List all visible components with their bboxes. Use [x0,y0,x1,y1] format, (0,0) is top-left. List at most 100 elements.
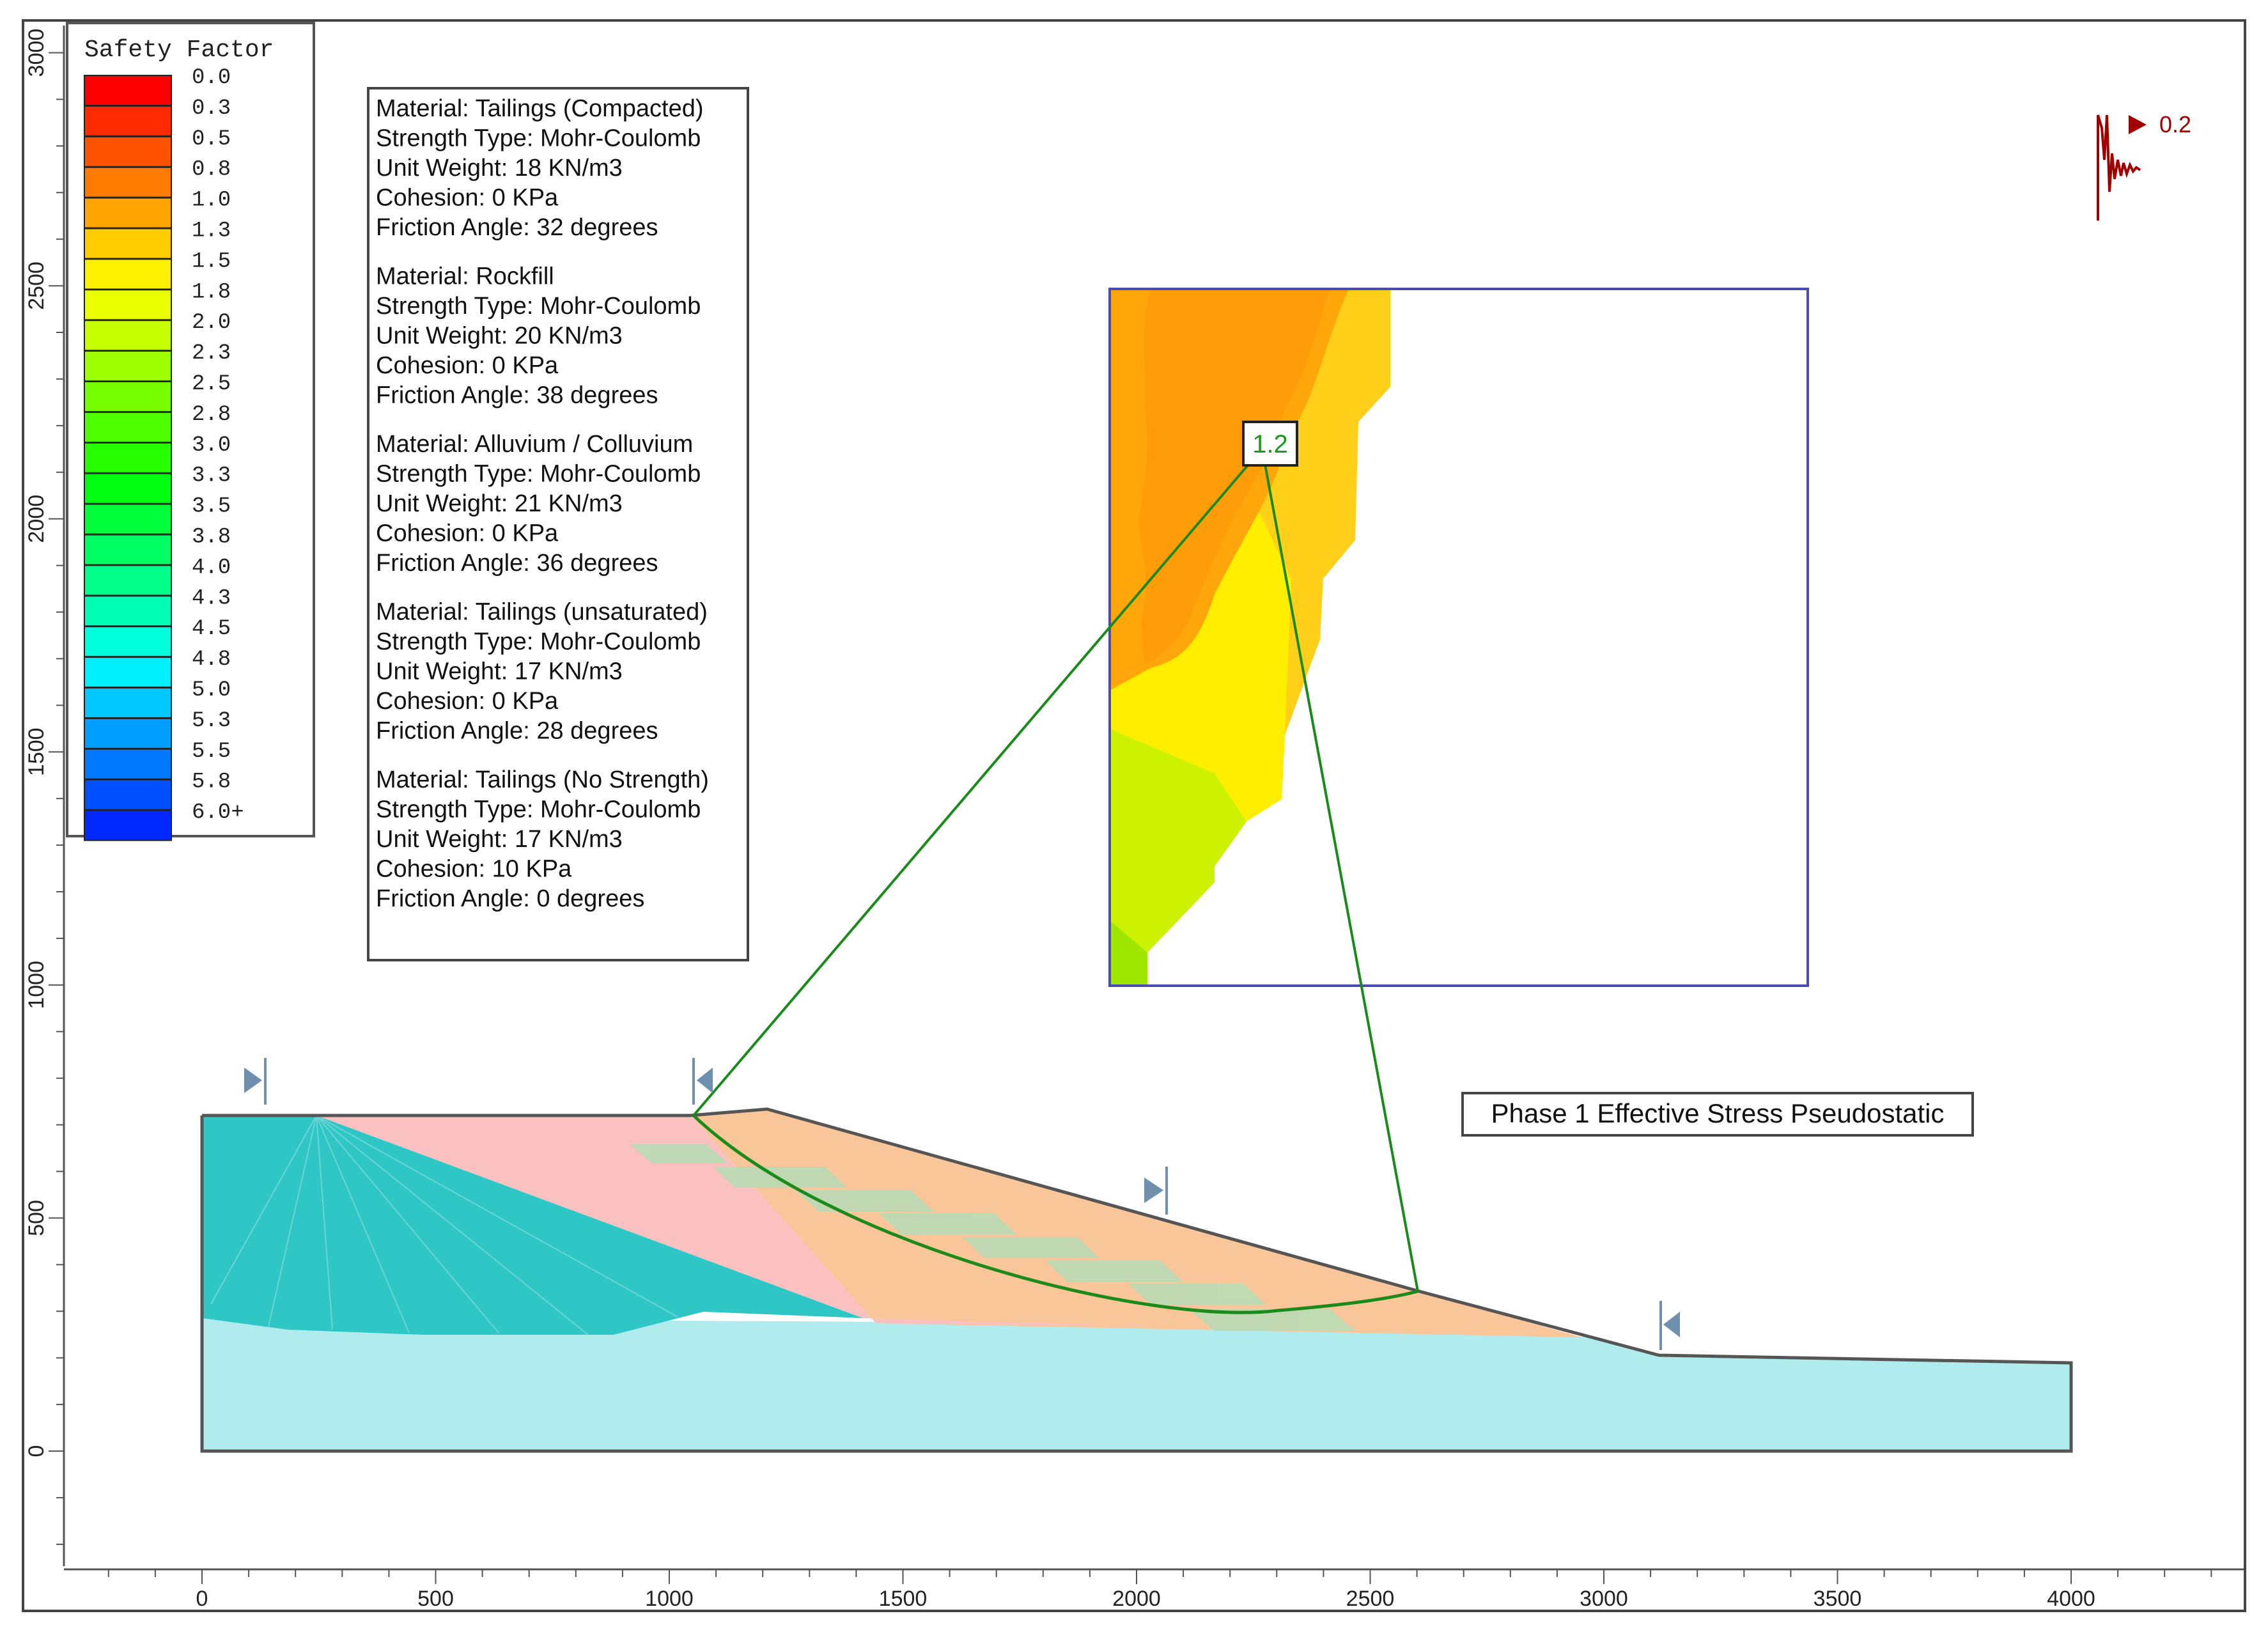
legend-label: 4.0 [192,556,231,580]
legend-swatch [84,258,172,290]
material-property-line: Unit Weight: 17 KN/m3 [376,826,623,853]
seismic-arrow-icon [2129,115,2147,134]
material-property-line: Cohesion: 10 KPa [376,856,572,883]
x-tick-label: 2000 [1112,1587,1161,1611]
zoom-inset-border [1108,288,1809,987]
slip-radius-right [1261,450,1419,1292]
y-tick-label: 500 [24,1200,49,1236]
contour-sf-2-0 [1110,729,1247,986]
legend-swatch [84,534,172,566]
legend-label: 1.3 [192,219,231,244]
legend-label: 3.5 [192,495,231,519]
plot-frame [22,19,2246,1612]
legend-label: 2.5 [192,372,231,396]
marker-left-1[interactable] [244,1058,267,1105]
material-property-line: Unit Weight: 20 KN/m3 [376,323,623,350]
legend-label: 3.8 [192,525,231,550]
y-tick-label: 1000 [24,961,49,1009]
legend-swatch [84,105,172,137]
seismic-load-indicator[interactable]: 0.2 [2097,111,2191,221]
material-property-line: Strength Type: Mohr-Coulomb [376,628,701,655]
legend-swatch [84,595,172,627]
legend-swatch [84,166,172,198]
material-property-line: Strength Type: Mohr-Coulomb [376,125,701,152]
material-property-line: Unit Weight: 21 KN/m3 [376,490,623,517]
safety-factor-legend: Safety Factor 0.0 0.3 0.5 0.8 1.0 1.3 1.5 1.8 2.… [66,22,315,841]
x-tick-labels: 0 500 1000 1500 2000 2500 3000 3500 4000 [196,1587,2095,1611]
legend-swatch [84,75,172,106]
x-tick-label: 3000 [1580,1587,1628,1611]
tailings-compacted-region [690,1109,1582,1337]
legend-swatch [84,564,172,596]
legend-swatch [84,717,172,749]
material-property-line: Material: Rockfill [376,263,554,290]
material-property-line: Unit Weight: 18 KN/m3 [376,155,623,182]
material-property-line: Friction Angle: 28 degrees [376,718,658,745]
x-tick-label: 2500 [1346,1587,1395,1611]
zoom-inset [1108,288,1809,987]
x-tick-label: 1000 [645,1587,694,1611]
legend-label: 6.0+ [192,801,244,825]
critical-slip-surface: 1.2 [692,421,1419,1314]
legend-label: 4.8 [192,648,231,672]
legend-label: 3.0 [192,433,231,458]
safety-factor-value: 1.2 [1252,430,1288,458]
slip-arc [692,1114,1418,1314]
alluvium-colluvium-region [202,1318,2071,1451]
y-tick-label: 1500 [24,727,49,776]
legend-label: 4.5 [192,617,231,641]
legend-swatch [84,442,172,474]
legend-label: 2.3 [192,341,231,366]
safety-factor-box[interactable] [1242,421,1298,467]
material-property-line: Cohesion: 0 KPa [376,352,559,379]
legend-label: 1.0 [192,189,231,213]
legend-swatch [84,472,172,504]
marker-left-2[interactable] [692,1058,713,1105]
slip-radius-left [692,443,1267,1117]
contour-sf-2-3 [1110,921,1147,986]
tailings-unsaturated-region [202,1115,863,1335]
legend-title: Safety Factor [84,36,274,64]
legend-label: 2.0 [192,311,231,335]
y-tick-label: 3000 [24,29,49,77]
y-tick-label: 2000 [24,495,49,543]
legend-swatch [84,748,172,780]
legend-swatch [84,381,172,412]
legend-swatch [84,289,172,321]
x-tick-label: 1500 [879,1587,928,1611]
legend-label: 2.8 [192,403,231,427]
legend-swatch [84,779,172,811]
marker-right-1[interactable] [1144,1167,1168,1215]
y-tick-label: 2500 [24,261,49,310]
legend-swatch [84,626,172,658]
material-property-line: Material: Tailings (Compacted) [376,95,704,122]
legend-swatch [84,657,172,688]
legend-label: 0.5 [192,127,231,152]
legend-label: 0.3 [192,97,231,121]
marker-right-2[interactable] [1659,1301,1680,1350]
boundary-markers [244,1058,1680,1350]
material-property-line: Friction Angle: 36 degrees [376,550,658,577]
legend-label: 5.3 [192,709,231,733]
legend-label: 5.0 [192,678,231,703]
seismic-wave-icon [2097,114,2141,221]
material-property-line: Cohesion: 0 KPa [376,185,559,212]
seismic-coefficient: 0.2 [2159,111,2191,137]
mesh-lines [210,1115,678,1335]
axes: 0 500 1000 1500 2000 2500 3000 3500 4000 0 500 100… [24,26,2244,1611]
legend-label: 3.3 [192,464,231,488]
legend-label: 1.5 [192,249,231,274]
material-property-line: Strength Type: Mohr-Coulomb [376,293,701,320]
legend-swatch [84,350,172,382]
x-tick-label: 500 [417,1587,454,1611]
analysis-label: Phase 1 Effective Stress Pseudostatic [1491,1098,1945,1128]
ground-surface [200,1107,2073,1453]
material-property-line: Material: Tailings (unsaturated) [376,599,708,626]
legend-swatch [84,228,172,260]
material-property-line: Friction Angle: 38 degrees [376,382,658,409]
legend-swatch [84,197,172,229]
material-property-line: Strength Type: Mohr-Coulomb [376,461,701,488]
material-property-line: Unit Weight: 17 KN/m3 [376,658,623,685]
